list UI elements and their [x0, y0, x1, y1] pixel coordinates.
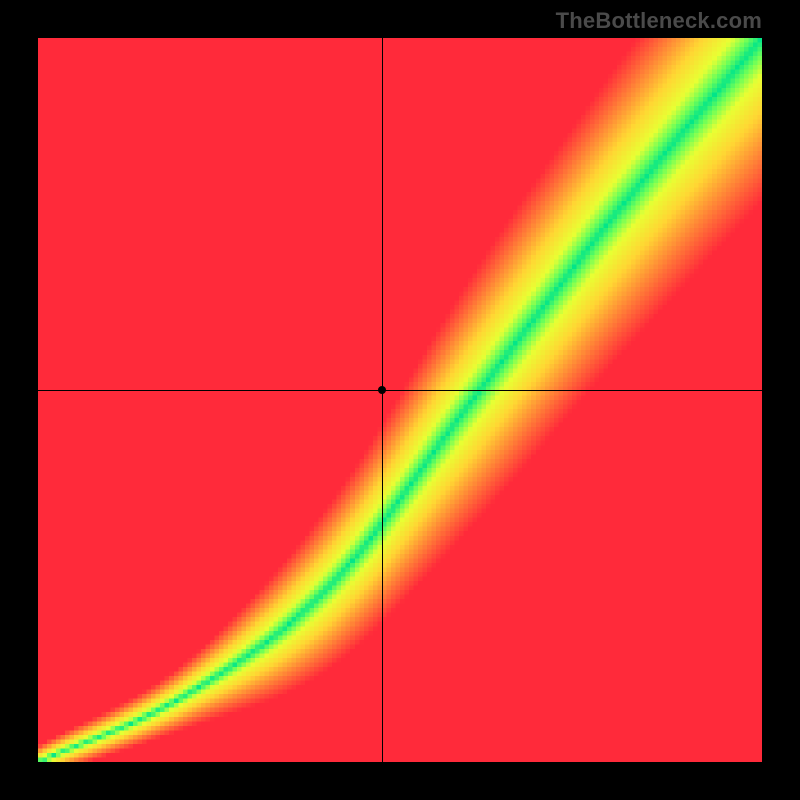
crosshair-marker: [378, 386, 386, 394]
crosshair-horizontal: [38, 390, 762, 391]
chart-stage: TheBottleneck.com: [0, 0, 800, 800]
bottleneck-heatmap: [38, 38, 762, 762]
crosshair-vertical: [382, 38, 383, 762]
watermark-text: TheBottleneck.com: [556, 8, 762, 34]
